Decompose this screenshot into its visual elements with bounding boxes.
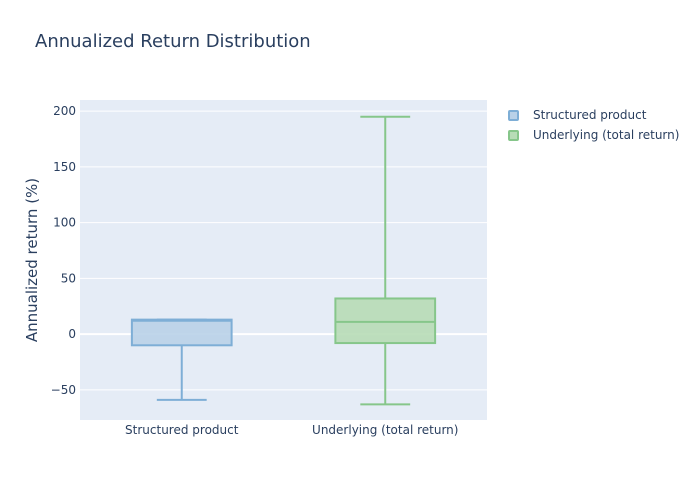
y-tick-label: 50 [61,271,76,285]
x-tick-labels: Structured product Underlying (total retu… [125,423,458,437]
y-tick-labels: −50 0 50 100 150 200 [51,104,76,397]
y-axis-title: Annualized return (%) [23,178,41,342]
chart-title: Annualized Return Distribution [35,31,311,52]
legend: Structured product Underlying (total retu… [508,105,679,145]
iqr-box [130,318,233,347]
y-tick-label: −50 [51,383,76,397]
grid-layer [80,110,487,391]
legend-swatch [508,129,519,141]
legend-item[interactable]: Underlying (total return) [508,125,679,145]
box-1 [130,318,233,401]
legend-label: Underlying (total return) [533,128,680,142]
plot-area-background [80,100,487,420]
iqr-box [334,297,437,345]
y-tick-label: 200 [53,104,76,118]
box-2 [334,115,437,406]
x-tick-label: Structured product [125,423,239,437]
box-layer [130,115,437,406]
legend-swatch [508,109,519,121]
x-tick-label: Underlying (total return) [312,423,458,437]
y-tick-label: 0 [68,327,76,341]
y-tick-label: 150 [53,160,76,174]
legend-label: Structured product [533,108,647,122]
y-tick-label: 100 [53,216,76,230]
legend-item[interactable]: Structured product [508,105,679,125]
